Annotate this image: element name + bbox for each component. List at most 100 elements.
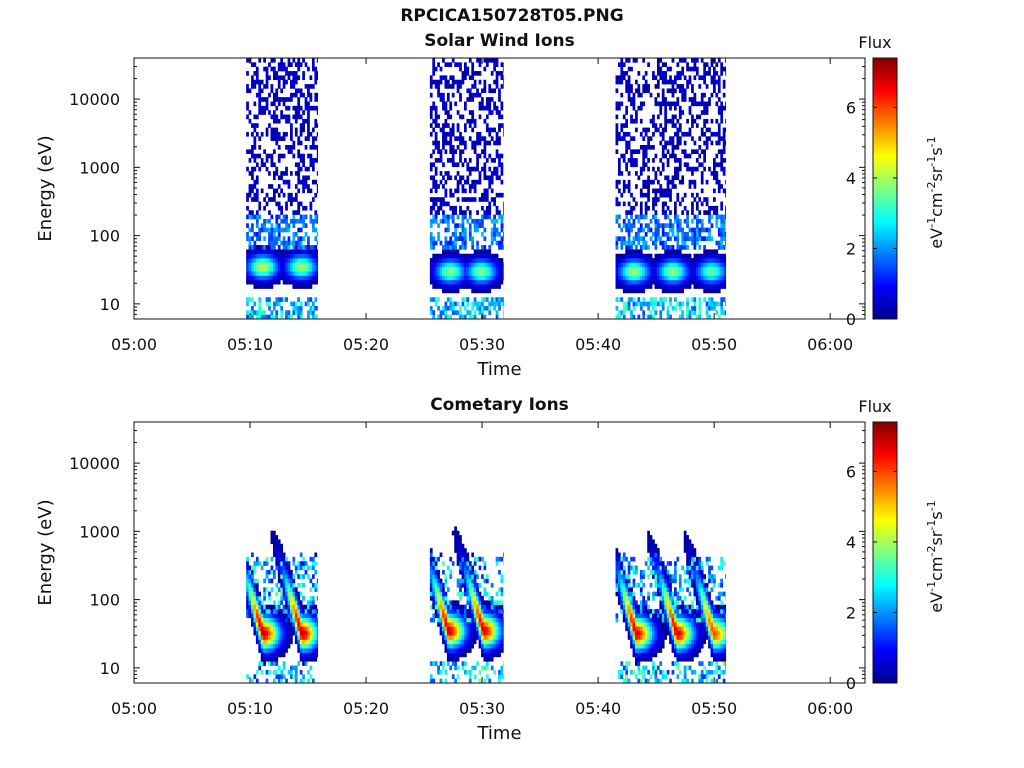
heatmap-cell <box>459 114 462 120</box>
heatmap-cell <box>652 266 655 272</box>
heatmap-cell <box>275 271 279 276</box>
heatmap-cell <box>265 79 269 85</box>
heatmap-cell <box>617 310 621 315</box>
heatmap-cell <box>473 674 477 679</box>
heatmap-cell <box>683 271 687 276</box>
heatmap-cell <box>277 175 281 181</box>
heatmap-cell <box>251 131 254 137</box>
heatmap-cell <box>437 62 440 67</box>
heatmap-cell <box>493 101 496 107</box>
heatmap-cell <box>488 648 492 653</box>
heatmap-cell <box>294 310 298 315</box>
heatmap-cell <box>498 175 501 181</box>
heatmap-cell <box>622 314 626 320</box>
heatmap-cell <box>647 145 650 150</box>
heatmap-cell <box>490 110 494 115</box>
heatmap-cell <box>722 188 726 194</box>
heatmap-cell <box>630 635 633 640</box>
heatmap-cell <box>635 275 638 281</box>
heatmap-cell <box>429 110 433 115</box>
heatmap-cell <box>255 66 259 72</box>
heatmap-cell <box>260 635 264 640</box>
heatmap-cell <box>485 297 489 302</box>
heatmap-cell <box>282 587 286 592</box>
heatmap-cell <box>307 92 310 98</box>
heatmap-cell <box>620 271 624 276</box>
heatmap-cell <box>307 249 310 255</box>
heatmap-cell <box>722 223 726 228</box>
heatmap-cell <box>446 258 450 263</box>
heatmap-cell <box>459 258 462 263</box>
heatmap-cell <box>473 561 477 566</box>
heatmap-cell <box>280 253 284 259</box>
heatmap-cell <box>307 565 310 571</box>
heatmap-cell <box>654 643 658 649</box>
heatmap-cell <box>432 617 436 623</box>
heatmap-cell <box>488 288 492 294</box>
heatmap-cell <box>483 192 487 198</box>
heatmap-cell <box>258 622 262 627</box>
heatmap-cell <box>270 131 274 137</box>
heatmap-cell <box>260 258 264 263</box>
heatmap-cell <box>309 97 313 102</box>
heatmap-cell <box>471 71 475 76</box>
heatmap-cell <box>478 218 482 224</box>
x-tick-label: 05:50 <box>691 335 737 354</box>
heatmap-cell <box>625 622 629 627</box>
heatmap-cell <box>661 240 665 246</box>
heatmap-cell <box>466 569 470 575</box>
heatmap-cell <box>253 249 257 255</box>
heatmap-cell <box>449 275 453 281</box>
heatmap-cell <box>442 639 445 645</box>
heatmap-cell <box>272 245 276 250</box>
heatmap-cell <box>671 258 675 263</box>
heatmap-cell <box>297 240 301 246</box>
heatmap-cell <box>502 123 504 128</box>
heatmap-cell <box>500 604 504 610</box>
heatmap-cell <box>314 227 318 233</box>
heatmap-cell <box>671 175 675 181</box>
heatmap-cell <box>661 232 665 237</box>
heatmap-cell <box>659 188 663 194</box>
heatmap-cell <box>442 258 445 263</box>
heatmap-cell <box>456 266 460 272</box>
heatmap-cell <box>654 648 658 653</box>
heatmap-cell <box>681 175 685 181</box>
heatmap-cell <box>635 162 638 168</box>
heatmap-cell <box>439 149 443 154</box>
heatmap-cell <box>309 284 313 289</box>
heatmap-cell <box>478 600 482 605</box>
heatmap-cell <box>659 284 663 289</box>
heatmap-cell <box>615 179 619 185</box>
heatmap-cell <box>481 617 484 623</box>
heatmap-cell <box>246 149 249 154</box>
heatmap-cell <box>265 648 269 653</box>
heatmap-cell <box>666 236 670 241</box>
heatmap-cell <box>625 262 629 268</box>
heatmap-cell <box>297 561 301 566</box>
heatmap-cell <box>678 201 682 207</box>
heatmap-cell <box>656 266 660 272</box>
heatmap-cell <box>630 622 633 627</box>
heatmap-cell <box>287 266 291 272</box>
heatmap-cell <box>659 184 663 189</box>
heatmap-cell <box>708 288 711 294</box>
heatmap-cell <box>446 305 450 311</box>
heatmap-cell <box>451 305 455 311</box>
heatmap-cell <box>456 656 460 662</box>
heatmap-cell <box>642 630 646 636</box>
heatmap-cell <box>630 284 633 289</box>
heatmap-cell <box>627 617 631 623</box>
heatmap-cell <box>429 561 433 566</box>
heatmap-cell <box>292 240 296 246</box>
heatmap-cell <box>473 591 477 597</box>
heatmap-cell <box>498 258 501 263</box>
heatmap-cell <box>627 184 631 189</box>
heatmap-cell <box>255 271 259 276</box>
heatmap-cell <box>717 149 721 154</box>
heatmap-cell <box>280 262 284 268</box>
heatmap-cell <box>654 591 658 597</box>
heatmap-cell <box>258 635 262 640</box>
heatmap-cell <box>463 639 467 645</box>
heatmap-cell <box>246 197 249 202</box>
